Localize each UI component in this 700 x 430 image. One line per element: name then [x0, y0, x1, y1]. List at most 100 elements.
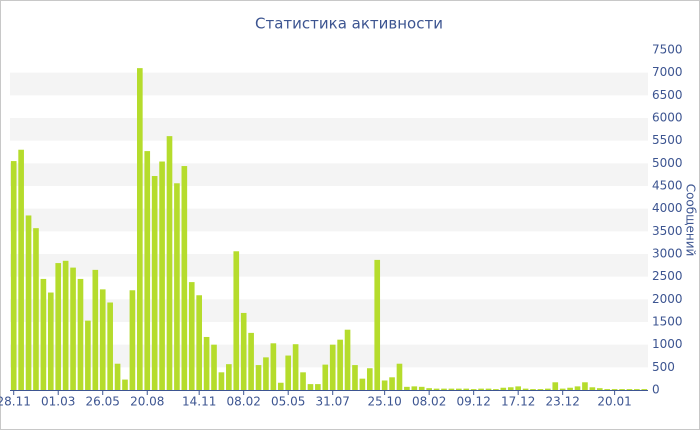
x-tick-label: 23.12	[546, 395, 580, 409]
bar	[500, 387, 507, 390]
bar	[107, 302, 113, 390]
grid-band	[10, 72, 648, 96]
bar	[411, 386, 418, 390]
bar	[530, 389, 536, 390]
bar	[315, 384, 321, 390]
x-tick-label: 09.12	[456, 395, 490, 409]
bar	[596, 388, 603, 390]
y-tick-label: 2000	[652, 292, 683, 306]
bar	[144, 151, 151, 390]
bar	[619, 389, 625, 390]
bar	[381, 380, 388, 390]
x-tick-label: 17.12	[501, 395, 535, 409]
bar	[582, 382, 588, 390]
bar	[329, 344, 336, 390]
bar	[151, 176, 158, 390]
y-tick-label: 5500	[652, 133, 683, 147]
bar	[226, 364, 232, 390]
bar	[159, 161, 165, 390]
bar	[248, 332, 254, 390]
bar	[574, 386, 581, 390]
bar	[47, 292, 54, 390]
x-tick-label: 20.01	[597, 395, 631, 409]
bar	[322, 364, 329, 390]
bar	[559, 388, 566, 390]
bar	[129, 290, 136, 390]
bar	[188, 282, 195, 390]
x-tick-label: 08.02	[412, 395, 446, 409]
bar	[77, 278, 84, 390]
bar	[552, 382, 559, 390]
y-tick-label: 4000	[652, 201, 683, 215]
bar	[33, 228, 39, 390]
bar	[522, 388, 529, 390]
bar	[270, 343, 277, 390]
bar	[40, 278, 47, 390]
x-tick-label: 31.07	[316, 395, 350, 409]
bar	[441, 388, 447, 390]
chart-title: Статистика активности	[255, 15, 443, 33]
bar	[545, 388, 551, 390]
bar	[292, 344, 299, 390]
bar	[300, 372, 306, 390]
bar	[344, 329, 351, 390]
x-tick-label: 28.11	[0, 395, 31, 409]
y-tick-label: 500	[652, 360, 675, 374]
bar	[507, 387, 514, 390]
y-axis-label: Сообщений	[684, 184, 698, 257]
x-tick-label: 20.08	[130, 395, 164, 409]
bar	[352, 365, 358, 390]
y-tick-label: 3500	[652, 224, 683, 238]
y-tick-label: 6000	[652, 111, 683, 125]
bar	[122, 379, 128, 390]
bar	[240, 312, 247, 390]
bar	[263, 357, 269, 390]
bar	[285, 355, 292, 390]
y-tick-label: 1500	[652, 315, 683, 329]
bar	[478, 388, 484, 390]
bar	[626, 389, 633, 390]
bar	[418, 386, 425, 390]
bar	[196, 295, 202, 390]
bar	[456, 388, 462, 390]
bar	[255, 365, 262, 390]
x-tick-label: 05.05	[271, 395, 305, 409]
grid-band	[10, 163, 648, 186]
y-tick-label: 1000	[652, 337, 683, 351]
bar	[426, 388, 432, 390]
bar	[359, 378, 366, 390]
bar	[433, 388, 440, 390]
bar	[55, 263, 62, 390]
x-tick-label: 01.03	[41, 395, 75, 409]
bar	[137, 68, 143, 390]
bar	[611, 389, 618, 390]
y-tick-label: 7500	[652, 43, 683, 57]
bar	[10, 161, 17, 390]
x-tick-label: 08.02	[227, 395, 261, 409]
x-tick-label: 25.10	[367, 395, 401, 409]
bar	[389, 377, 395, 390]
bar	[589, 387, 596, 390]
x-tick-label: 14.11	[182, 395, 216, 409]
bar	[515, 386, 521, 390]
y-tick-label: 4500	[652, 179, 683, 193]
bar	[337, 339, 343, 390]
bar	[166, 136, 173, 390]
y-tick-label: 5000	[652, 156, 683, 170]
bar	[203, 336, 210, 390]
bar	[211, 344, 217, 390]
y-tick-label: 0	[652, 383, 660, 397]
bar	[485, 388, 492, 390]
bar	[641, 389, 648, 390]
bar	[70, 267, 76, 390]
bar	[218, 372, 225, 390]
bar	[114, 363, 121, 390]
bar	[174, 183, 180, 390]
bar	[448, 388, 455, 390]
grid-band	[10, 344, 648, 368]
y-tick-label: 7000	[652, 65, 683, 79]
bar	[537, 389, 544, 390]
bar	[181, 166, 188, 390]
y-tick-label: 6500	[652, 88, 683, 102]
